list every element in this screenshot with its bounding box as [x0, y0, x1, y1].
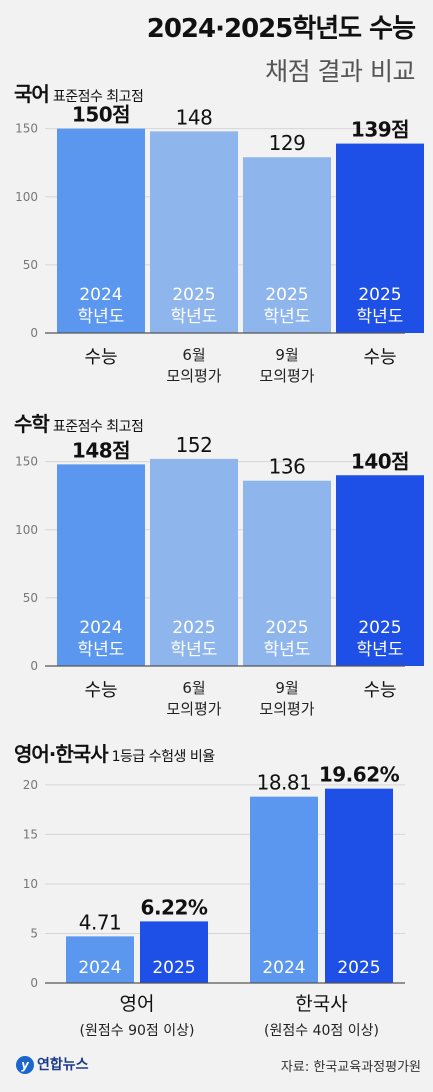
data-label: 152 — [176, 433, 213, 457]
bar — [57, 128, 145, 333]
group-label: 영어 — [120, 993, 155, 1015]
x-category-label: 9월 — [275, 346, 298, 364]
bar-inner-label: 학년도 — [357, 307, 404, 327]
bar — [250, 796, 318, 983]
bar-inner-label: 2025 — [265, 618, 308, 638]
page-subtitle: 채점 결과 비교 — [265, 57, 415, 86]
data-label: 139점 — [351, 118, 409, 142]
x-category-label: 모의평가 — [166, 700, 221, 718]
page-title: 2024·2025학년도 수능 — [146, 14, 416, 44]
y-tick-label: 50 — [23, 591, 38, 605]
x-category-label: 수능 — [84, 347, 117, 368]
section-subtitle: 표준점수 최고점 — [52, 419, 144, 435]
x-category-label: 모의평가 — [166, 367, 221, 385]
bar-inner-label: 학년도 — [171, 640, 218, 660]
data-label: 18.81 — [257, 771, 312, 795]
bar-inner-label: 2025 — [358, 618, 401, 638]
bar — [336, 143, 424, 333]
x-category-label: 모의평가 — [259, 700, 314, 718]
section-title: 영어·한국사 — [14, 742, 109, 766]
data-label: 19.62% — [319, 763, 400, 787]
yonhap-logo-icon: y — [16, 1056, 34, 1074]
group-sublabel: (원점수 90점 이상) — [80, 1023, 195, 1039]
section-title: 국어 — [14, 82, 50, 106]
bar — [150, 458, 238, 666]
data-label: 140점 — [351, 449, 409, 473]
source-note: 자료: 한국교육과정평가원 — [280, 1060, 421, 1075]
bar-inner-label: 2024 — [79, 618, 122, 638]
y-tick-label: 0 — [30, 659, 38, 673]
y-tick-label: 15 — [23, 827, 38, 841]
y-tick-label: 0 — [30, 326, 38, 340]
x-category-label: 수능 — [363, 680, 396, 701]
bar — [150, 131, 238, 333]
bar-inner-label: 2025 — [265, 285, 308, 305]
bar — [325, 788, 393, 983]
y-tick-label: 50 — [23, 258, 38, 272]
bar-inner-label: 학년도 — [357, 640, 404, 660]
section-korean-heading: 국어 표준점수 최고점 — [14, 78, 144, 107]
y-tick-label: 100 — [15, 190, 38, 204]
group-sublabel: (원점수 40점 이상) — [264, 1023, 379, 1039]
logo-text: 연합뉴스 — [37, 1057, 89, 1073]
data-label: 150점 — [72, 103, 130, 127]
bar-inner-label: 2025 — [172, 618, 215, 638]
bar-inner-label: 2025 — [152, 958, 195, 978]
y-tick-label: 100 — [15, 523, 38, 537]
x-category-label: 수능 — [363, 347, 396, 368]
group-label: 한국사 — [295, 993, 347, 1015]
section-subtitle: 1등급 수험생 비율 — [111, 749, 215, 765]
yonhap-logo: y 연합뉴스 — [16, 1054, 89, 1074]
bar-inner-label: 2025 — [358, 285, 401, 305]
data-label: 129 — [269, 131, 306, 155]
y-tick-label: 150 — [15, 122, 38, 136]
bar — [140, 921, 208, 983]
bar-inner-label: 학년도 — [171, 307, 218, 327]
bar — [243, 157, 331, 333]
bar — [57, 464, 145, 666]
section-title: 수학 — [14, 412, 50, 436]
y-tick-label: 20 — [23, 778, 38, 792]
bar-inner-label: 학년도 — [264, 640, 311, 660]
section-math-heading: 수학 표준점수 최고점 — [14, 408, 144, 437]
y-tick-label: 10 — [23, 877, 38, 891]
bar-inner-label: 학년도 — [78, 640, 125, 660]
data-label: 4.71 — [79, 910, 122, 934]
bar-inner-label: 2025 — [172, 285, 215, 305]
bar — [336, 475, 424, 666]
y-tick-label: 150 — [15, 455, 38, 469]
x-category-label: 수능 — [84, 680, 117, 701]
bar-inner-label: 2025 — [337, 958, 380, 978]
bar-inner-label: 학년도 — [78, 307, 125, 327]
x-category-label: 모의평가 — [259, 367, 314, 385]
x-category-label: 6월 — [182, 679, 205, 697]
bar-inner-label: 2024 — [79, 285, 122, 305]
data-label: 136 — [269, 455, 306, 479]
data-label: 148 — [176, 105, 213, 129]
bar-inner-label: 학년도 — [264, 307, 311, 327]
data-label: 148점 — [72, 438, 130, 462]
x-category-label: 9월 — [275, 679, 298, 697]
bar-inner-label: 2024 — [78, 958, 121, 978]
x-category-label: 6월 — [182, 346, 205, 364]
y-tick-label: 0 — [30, 976, 38, 990]
data-label: 6.22% — [141, 895, 208, 919]
bar-inner-label: 2024 — [262, 958, 305, 978]
section-subtitle: 표준점수 최고점 — [52, 89, 144, 105]
bar — [66, 936, 134, 983]
bar — [243, 480, 331, 666]
section-english-history-heading: 영어·한국사 1등급 수험생 비율 — [14, 738, 215, 767]
y-tick-label: 5 — [30, 926, 38, 940]
